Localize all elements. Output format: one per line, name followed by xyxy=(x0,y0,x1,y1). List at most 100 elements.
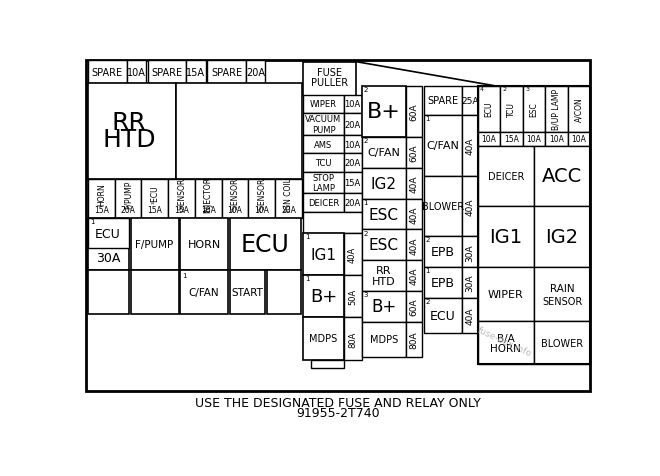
Text: ECU: ECU xyxy=(484,102,494,117)
Bar xyxy=(424,176,462,237)
Text: B+: B+ xyxy=(372,298,397,316)
Text: 1: 1 xyxy=(182,272,187,278)
Text: 15A: 15A xyxy=(147,206,162,215)
Text: 91955-2T740: 91955-2T740 xyxy=(296,407,380,419)
Bar xyxy=(304,212,362,234)
Bar xyxy=(545,86,568,132)
Bar xyxy=(344,275,362,317)
Bar xyxy=(248,180,275,218)
Bar xyxy=(407,138,422,169)
Text: HORN: HORN xyxy=(97,183,106,206)
Bar xyxy=(424,86,462,116)
Text: ³ECU: ³ECU xyxy=(150,185,159,204)
Bar xyxy=(88,218,129,249)
Bar xyxy=(88,84,176,180)
Text: PULLER: PULLER xyxy=(311,78,348,88)
Bar xyxy=(88,61,127,84)
Bar xyxy=(344,114,362,136)
Text: TCU: TCU xyxy=(507,102,516,117)
Bar xyxy=(462,116,478,176)
Text: 40A: 40A xyxy=(410,206,418,223)
Bar xyxy=(478,86,500,132)
Text: 10A: 10A xyxy=(254,206,269,215)
Text: 40A: 40A xyxy=(348,247,357,263)
Text: ESC: ESC xyxy=(369,207,399,222)
Bar xyxy=(275,180,302,218)
Bar xyxy=(304,114,344,136)
Bar xyxy=(568,86,590,132)
Bar xyxy=(344,172,362,194)
Text: RAIN: RAIN xyxy=(550,283,574,293)
Bar xyxy=(176,84,302,180)
Bar xyxy=(88,218,129,271)
Text: 10A: 10A xyxy=(572,135,586,144)
Bar xyxy=(462,268,478,298)
Text: 1: 1 xyxy=(425,268,430,274)
Text: 2: 2 xyxy=(363,87,368,92)
Text: USE THE DESIGNATED FUSE AND RELAY ONLY: USE THE DESIGNATED FUSE AND RELAY ONLY xyxy=(195,397,481,409)
Text: IGN COIL: IGN COIL xyxy=(284,178,293,211)
Text: ACC: ACC xyxy=(542,167,582,186)
Bar xyxy=(304,194,344,212)
Bar xyxy=(407,322,422,357)
Text: ECU: ECU xyxy=(241,233,290,257)
Text: ECU: ECU xyxy=(430,309,456,322)
Bar xyxy=(523,132,545,146)
Text: 10A: 10A xyxy=(345,100,361,109)
Text: 40A: 40A xyxy=(465,137,475,155)
Text: F/PUMP: F/PUMP xyxy=(123,180,133,208)
Text: 60A: 60A xyxy=(410,144,418,162)
Text: WIPER: WIPER xyxy=(310,100,337,109)
Text: 40A: 40A xyxy=(410,268,418,285)
Text: 1: 1 xyxy=(305,276,310,281)
Text: HORN: HORN xyxy=(490,343,521,353)
Bar xyxy=(230,271,265,315)
Text: HTD: HTD xyxy=(102,128,156,152)
Bar xyxy=(362,138,407,169)
Text: DEICER: DEICER xyxy=(488,172,524,181)
Bar xyxy=(88,180,115,218)
Text: 4: 4 xyxy=(480,87,484,92)
Bar xyxy=(534,321,590,365)
Text: 1: 1 xyxy=(425,116,430,121)
Text: 20A: 20A xyxy=(345,198,361,208)
Bar xyxy=(568,132,590,146)
Text: 15A: 15A xyxy=(174,206,189,215)
Text: A/CON: A/CON xyxy=(574,97,583,122)
Text: SPARE: SPARE xyxy=(151,68,183,78)
Text: ³SENSOR: ³SENSOR xyxy=(230,177,240,211)
Bar xyxy=(362,169,407,199)
Bar xyxy=(230,218,301,271)
Bar xyxy=(141,180,168,218)
Text: fuse-box.info: fuse-box.info xyxy=(477,325,533,358)
Bar xyxy=(534,268,590,321)
Text: MDPS: MDPS xyxy=(310,334,338,344)
Text: STOP
LAMP: STOP LAMP xyxy=(312,173,335,193)
Text: ²SENSOR: ²SENSOR xyxy=(257,177,266,211)
Text: AMS: AMS xyxy=(314,140,333,149)
Bar xyxy=(304,96,344,114)
Text: B/A: B/A xyxy=(497,333,515,343)
Bar xyxy=(478,207,534,268)
Text: 20A: 20A xyxy=(121,206,135,215)
Text: EPB: EPB xyxy=(431,246,455,259)
Bar xyxy=(344,96,362,114)
Bar xyxy=(362,322,407,357)
Text: 60A: 60A xyxy=(410,103,418,121)
Text: 1: 1 xyxy=(90,218,95,225)
Bar xyxy=(407,230,422,261)
Text: IG1: IG1 xyxy=(310,247,337,262)
Text: 15A: 15A xyxy=(186,68,205,78)
Bar xyxy=(304,234,344,275)
Text: FUSE: FUSE xyxy=(317,68,343,78)
Text: 40A: 40A xyxy=(465,198,475,215)
Bar xyxy=(304,172,344,194)
Text: 20A: 20A xyxy=(345,120,361,129)
Text: 2: 2 xyxy=(425,237,430,243)
Bar xyxy=(424,298,462,333)
Text: B+: B+ xyxy=(367,102,401,122)
Bar xyxy=(462,237,478,268)
Text: 40A: 40A xyxy=(410,237,418,254)
Bar xyxy=(344,154,362,172)
Bar xyxy=(195,180,222,218)
